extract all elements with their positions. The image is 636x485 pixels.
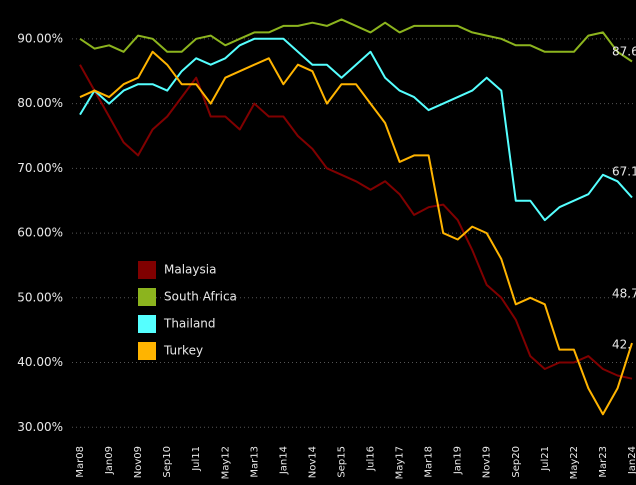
x-tick-label: Jan19 [453,446,464,475]
x-tick-label: Mar23 [598,446,609,478]
end-label: 67.1 [612,165,636,179]
x-tick-label: May17 [395,446,406,479]
legend-label: Thailand [163,317,216,331]
y-tick-label: 70.00% [17,161,63,175]
x-tick-label: Jan09 [104,446,115,475]
x-tick-label: Jan24 [627,446,636,475]
x-tick-label: Jul16 [366,446,377,472]
x-tick-label: Jul11 [191,446,202,472]
legend-label: Turkey [163,344,203,358]
series-line [79,64,633,380]
x-tick-label: Sep10 [162,446,173,478]
legend-label: Malaysia [164,263,216,277]
y-tick-label: 30.00% [17,420,63,434]
x-tick-label: Jul21 [540,446,551,472]
x-tick-label: Mar13 [249,446,260,478]
legend-swatch [138,288,156,306]
x-tick-label: Mar18 [424,446,435,478]
x-tick-label: Sep20 [511,446,522,478]
legend-swatch [138,315,156,333]
y-tick-label: 80.00% [17,96,63,110]
y-tick-label: 50.00% [17,290,63,304]
x-tick-label: Sep15 [336,446,347,478]
legend-label: South Africa [164,290,237,304]
y-tick-label: 60.00% [17,226,63,240]
series-line [79,50,633,416]
x-tick-label: Jan14 [278,446,289,475]
y-tick-label: 90.00% [17,31,63,45]
x-tick-label: Nov09 [133,446,144,478]
legend-swatch [138,261,156,279]
end-label: 87.6 [612,45,636,59]
legend-swatch [138,342,156,360]
x-tick-label: May12 [220,446,231,479]
end-label: 42. [612,338,631,352]
series-line [79,18,633,63]
x-tick-label: Mar08 [75,446,86,478]
x-tick-label: May22 [569,446,580,479]
y-tick-label: 40.00% [17,355,63,369]
series-line [79,37,633,222]
end-label: 48.7 [612,287,636,301]
x-tick-label: Nov19 [482,446,493,478]
x-tick-label: Nov14 [307,446,318,478]
